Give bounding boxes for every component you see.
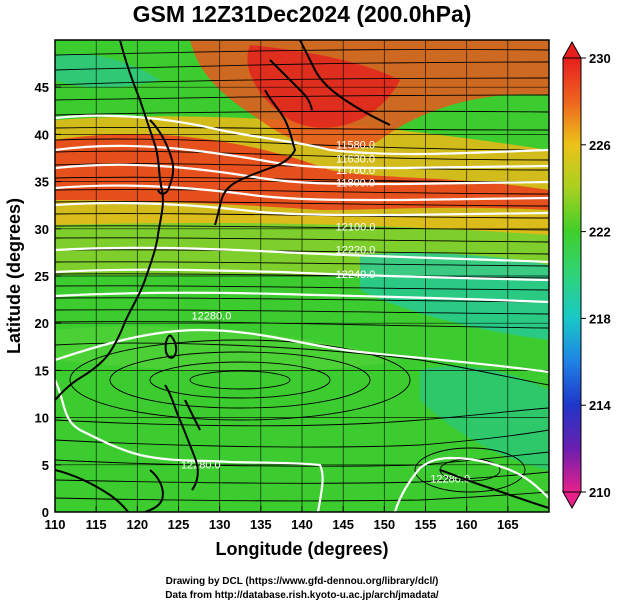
height-contours xyxy=(55,114,549,512)
contour-label: 11700.0 xyxy=(336,165,375,177)
colorbar-tick-label: 218 xyxy=(589,311,611,326)
x-tick-label: 110 xyxy=(45,517,66,532)
x-tick-label: 130 xyxy=(209,517,231,532)
colorbar-tick-label: 230 xyxy=(589,51,611,66)
colorbar-bottom-extension xyxy=(562,491,582,510)
x-tick-label: 160 xyxy=(456,517,478,532)
colorbar-tick-label: 226 xyxy=(589,138,611,153)
x-tick-label: 135 xyxy=(250,517,272,532)
x-tick-label: 140 xyxy=(291,517,313,532)
colorbar: 210 214 218 222 226 230 xyxy=(562,40,611,510)
x-tick-label: 150 xyxy=(373,517,395,532)
y-tick-label: 10 xyxy=(35,411,49,426)
colorbar-body xyxy=(562,57,582,493)
contour-label: 12280.0 xyxy=(181,460,221,472)
y-tick-label: 40 xyxy=(35,127,49,142)
y-tick-label: 30 xyxy=(35,222,49,237)
x-tick-label: 165 xyxy=(497,517,519,532)
y-tick-label: 0 xyxy=(42,505,49,520)
credit-data: Data from http://database.rish.kyoto-u.a… xyxy=(165,590,439,601)
contour-label: 12240.0 xyxy=(336,269,376,281)
colorbar-tick-label: 210 xyxy=(589,485,611,500)
contour-label: 12100.0 xyxy=(336,222,376,234)
contour-label: 11580.0 xyxy=(336,140,375,152)
credit-drawing: Drawing by DCL (https://www.gfd-dennou.o… xyxy=(166,576,439,587)
contour-label: 12220.0 xyxy=(336,244,376,256)
y-tick-label: 5 xyxy=(42,458,49,473)
contour-label: 12280.0 xyxy=(192,310,232,322)
colorbar-tick-label: 214 xyxy=(589,398,611,413)
map-title: GSM 12Z31Dec2024 (200.0hPa) xyxy=(133,1,472,27)
x-tick-label: 125 xyxy=(168,517,190,532)
y-tick-label: 45 xyxy=(35,80,49,95)
y-tick-label: 25 xyxy=(35,269,49,284)
y-tick-label: 15 xyxy=(35,363,49,378)
x-tick-label: 155 xyxy=(415,517,437,532)
x-axis-ticks: 110 115 120 125 130 135 140 145 150 155 160 165 xyxy=(45,506,519,532)
x-tick-label: 145 xyxy=(332,517,354,532)
x-axis-label: Longitude (degrees) xyxy=(215,539,388,559)
colorbar-tick-label: 222 xyxy=(589,225,611,240)
x-tick-label: 115 xyxy=(86,517,107,532)
contour-label: 11800.0 xyxy=(336,177,375,189)
y-axis-ticks: 0 5 10 15 20 25 30 35 40 45 xyxy=(35,80,61,520)
coastlines xyxy=(55,40,549,512)
contour-label: 11630.0 xyxy=(336,154,375,166)
x-tick-label: 120 xyxy=(126,517,148,532)
y-tick-label: 20 xyxy=(35,316,49,331)
colorbar-top-extension xyxy=(562,40,582,59)
y-tick-label: 35 xyxy=(35,175,49,190)
y-axis-label: Latitude (degrees) xyxy=(4,198,24,354)
